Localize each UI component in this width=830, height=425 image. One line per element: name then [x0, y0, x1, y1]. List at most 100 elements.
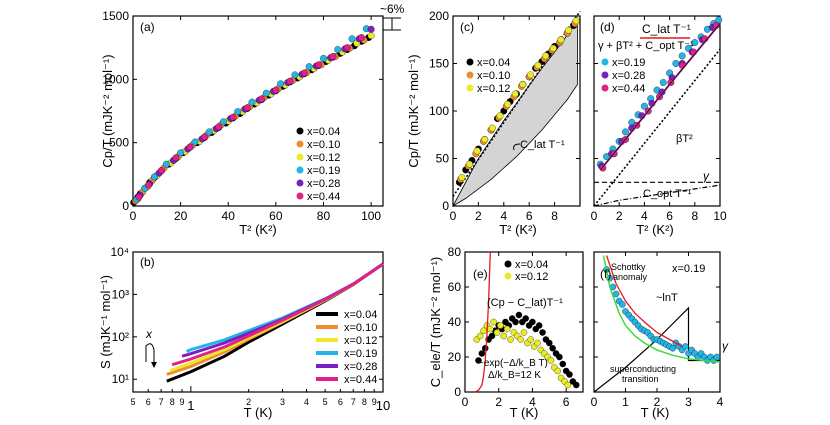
- annotation-gamma-f: γ: [722, 339, 729, 353]
- annotation-exp: ~exp(−Δ/k_B T): [478, 358, 548, 369]
- a-point-x=0.44: [272, 86, 280, 94]
- legend-marker: [466, 58, 474, 66]
- a-point-x=0.44: [286, 77, 294, 85]
- x-tick-label: 0: [591, 395, 598, 409]
- e-point-x=0.12: [534, 339, 541, 347]
- legend-marker: [296, 153, 304, 161]
- f-point-x=0.19: [713, 353, 721, 361]
- panel-a-frame: [132, 15, 384, 207]
- x-tick-label: 0: [130, 209, 137, 223]
- d-point-x=0.19: [678, 52, 686, 60]
- c-point-x=0.12: [458, 174, 466, 181]
- beta-line: [593, 48, 721, 207]
- annotation-delta: Δ/k_B=12 K: [488, 370, 541, 381]
- a-point-x=0.44: [300, 69, 308, 77]
- x-tick-label: 6: [563, 395, 570, 409]
- e-point-x=0.12: [507, 336, 514, 343]
- a-point-x=0.19: [248, 98, 256, 106]
- f-point-x=0.19: [619, 301, 626, 308]
- a-point-x=0.19: [234, 108, 242, 116]
- legend-label: x=0.44: [612, 83, 645, 95]
- x-tick-label: 4: [641, 209, 648, 223]
- x-minor-label: 8: [362, 397, 367, 407]
- e-point-x=0.12: [564, 381, 572, 389]
- legend-label: x=0.12: [307, 152, 340, 164]
- x-tick-label: 4: [500, 209, 507, 223]
- x-tick-label: 1: [187, 398, 194, 413]
- e-point-x=0.04: [566, 371, 573, 378]
- y-tick-label: 1000: [102, 72, 129, 86]
- legend-label: x=0.28: [344, 361, 377, 373]
- annotation-lnT: ~lnT: [656, 292, 678, 304]
- x-tick-label: 4: [529, 395, 536, 409]
- a-point-x=0.19: [150, 173, 158, 181]
- a-point-x=0.44: [229, 113, 237, 121]
- e-point-x=0.04: [515, 311, 523, 319]
- e-point-x=0.04: [556, 353, 563, 361]
- a-point-x=0.19: [305, 63, 313, 71]
- x-tick-label: 0: [450, 209, 457, 223]
- d-point-x=0.19: [691, 39, 699, 47]
- x-minor-label: 4: [304, 397, 309, 407]
- legend-label: x=0.19: [344, 348, 377, 360]
- x-minor-label: 7: [351, 397, 356, 407]
- e-point-x=0.12: [500, 332, 508, 340]
- e-point-x=0.04: [488, 332, 496, 340]
- d-formula: γ + βT² + C_opt T⁻¹: [598, 40, 694, 52]
- legend-label: x=0.10: [307, 139, 340, 151]
- a-point-x=0.19: [162, 160, 170, 168]
- a-point-x=0.44: [258, 95, 266, 103]
- a-point-x=0.44: [200, 133, 208, 141]
- x-tick-label: 2: [616, 209, 623, 223]
- d-point-x=0.19: [640, 102, 648, 110]
- panel-label-e: (e): [473, 267, 488, 281]
- lnT-curve: [605, 255, 683, 348]
- annotation-percent: ~6%: [380, 2, 405, 16]
- x-minor-label: 3: [280, 397, 285, 407]
- e-point-x=0.12: [487, 325, 494, 333]
- x-axis-label: T (K): [641, 405, 670, 420]
- lattice-band: [451, 19, 578, 208]
- f-point-x=0.19: [612, 290, 620, 298]
- y-tick-label: 10¹: [112, 372, 129, 386]
- legend-label: x=0.19: [307, 165, 340, 177]
- a-point-x=0.12: [367, 32, 375, 40]
- panel-label-c: (c): [460, 20, 474, 34]
- c-point-x=0.12: [534, 61, 542, 69]
- e-point-x=0.12: [476, 332, 484, 340]
- legend-marker: [601, 71, 609, 79]
- a-point-x=0.44: [172, 154, 180, 162]
- x-tick-label: 1: [622, 395, 629, 409]
- x-tick-label: 40: [222, 209, 236, 223]
- a-point-x=0.19: [291, 71, 299, 79]
- annotation-x19: x=0.19: [672, 263, 705, 275]
- legend-marker: [601, 58, 609, 66]
- x-tick-label: 3: [685, 395, 692, 409]
- c-point-x=0.12: [549, 44, 557, 52]
- x-tick-label: 0: [462, 395, 469, 409]
- annotation-x: x: [145, 327, 153, 341]
- legend-label: x=0.44: [307, 191, 340, 203]
- annotation-clat: C_lat T⁻¹: [520, 139, 565, 151]
- c-fit-line: [452, 10, 581, 197]
- e-point-x=0.04: [573, 381, 580, 389]
- a-point-x=0.44: [135, 193, 143, 201]
- a-point-x=0.19: [220, 118, 227, 126]
- a-point-x=0.44: [158, 167, 166, 174]
- legend-label: x=0.12: [477, 83, 510, 95]
- f-point-x=0.19: [669, 344, 677, 352]
- a-point-x=0.44: [315, 61, 323, 69]
- clat-arrow: [513, 143, 521, 151]
- c-point-x=0.12: [565, 26, 573, 34]
- y-tick-label: 10²: [112, 330, 129, 344]
- e-point-x=0.12: [547, 357, 555, 364]
- f-point-x=0.19: [682, 343, 689, 350]
- legend-marker: [504, 272, 512, 280]
- e-point-x=0.04: [512, 318, 519, 326]
- x-tick-label: 10: [376, 398, 390, 413]
- annotation-transition: transition: [622, 374, 659, 384]
- e-point-x=0.12: [497, 322, 504, 329]
- legend-marker: [296, 166, 304, 174]
- x-tick-label: 2: [495, 395, 502, 409]
- legend-label: x=0.12: [344, 335, 377, 347]
